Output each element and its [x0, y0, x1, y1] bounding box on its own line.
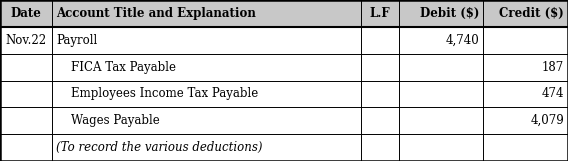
- Text: Nov.22: Nov.22: [6, 34, 47, 47]
- Bar: [0, 80, 568, 107]
- Text: 4,740: 4,740: [446, 34, 479, 47]
- Text: 187: 187: [542, 61, 564, 74]
- Bar: [0, 0, 568, 27]
- Text: 4,079: 4,079: [531, 114, 564, 127]
- Text: Account Title and Explanation: Account Title and Explanation: [56, 7, 256, 20]
- Text: L.F: L.F: [370, 7, 390, 20]
- Text: FICA Tax Payable: FICA Tax Payable: [56, 61, 176, 74]
- Bar: [0, 107, 568, 134]
- Text: Date: Date: [11, 7, 41, 20]
- Text: (To record the various deductions): (To record the various deductions): [56, 141, 263, 154]
- Text: Credit ($): Credit ($): [499, 7, 564, 20]
- Bar: [0, 134, 568, 161]
- Text: 474: 474: [541, 87, 564, 100]
- Text: Employees Income Tax Payable: Employees Income Tax Payable: [56, 87, 258, 100]
- Text: Payroll: Payroll: [56, 34, 98, 47]
- Text: Wages Payable: Wages Payable: [56, 114, 160, 127]
- Bar: [0, 27, 568, 54]
- Text: Debit ($): Debit ($): [420, 7, 479, 20]
- Bar: [0, 54, 568, 80]
